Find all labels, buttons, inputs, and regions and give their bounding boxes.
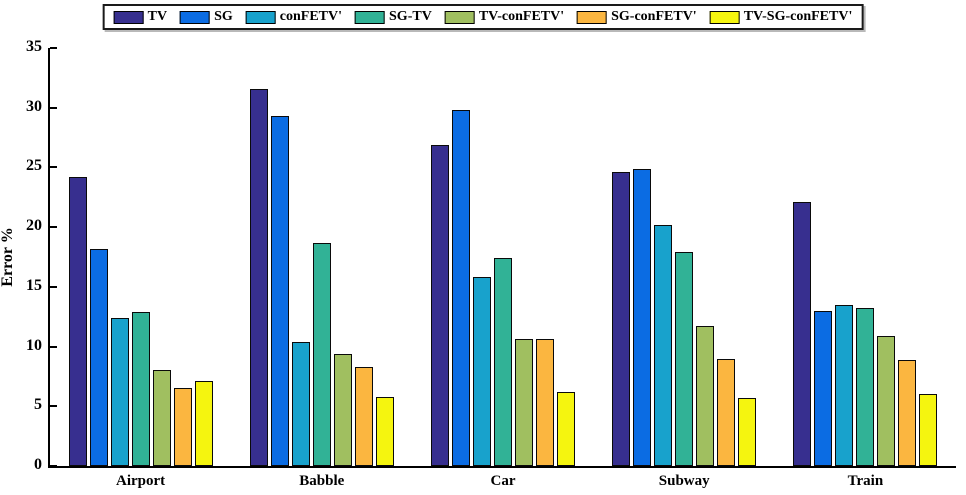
x-category-label: Train <box>847 473 884 489</box>
bar-airport-sg <box>89 248 108 466</box>
bar-car-sg-confetv' <box>536 339 554 466</box>
legend-item: SG-TV <box>355 10 432 24</box>
bar-car-sg <box>452 110 470 466</box>
bar-airport-tv-confetv' <box>152 370 171 466</box>
legend-label: SG <box>214 9 233 24</box>
legend-swatch <box>444 10 475 24</box>
bar-babble-confetv' <box>291 341 310 466</box>
y-tick-mark <box>50 285 57 288</box>
x-category-label: Airport <box>116 473 166 489</box>
y-tick-mark <box>50 106 57 109</box>
bar-subway-tv <box>612 172 631 466</box>
legend-swatch <box>355 10 386 24</box>
bar-group-babble <box>249 48 394 466</box>
bar-babble-sg <box>270 116 289 466</box>
bar-car-confetv' <box>473 277 491 466</box>
legend-swatch <box>245 10 276 24</box>
chart-legend: TV SG conFETV' SG-TV TV-conFETV' SG-conFETV' T… <box>102 4 864 30</box>
y-tick-mark <box>50 465 57 467</box>
bar-group-train <box>793 48 938 466</box>
bar-airport-sg-confetv' <box>173 388 192 466</box>
legend-swatch <box>180 10 211 24</box>
bar-car-tv <box>431 144 449 466</box>
bar-train-sg-confetv' <box>898 359 917 466</box>
y-tick-mark <box>50 345 57 348</box>
y-tick-mark <box>50 405 57 408</box>
legend-item: SG <box>180 10 233 24</box>
x-category-label: Subway <box>658 473 710 489</box>
legend-label: TV-conFETV' <box>478 9 565 24</box>
legend-label: SG-conFETV' <box>611 9 697 24</box>
bar-car-tv-sg-confetv' <box>557 391 575 466</box>
legend-item: SG-conFETV' <box>577 10 697 24</box>
legend-label: TV-SG-conFETV' <box>743 9 853 24</box>
y-tick-label: 25 <box>26 157 42 175</box>
legend-label: TV <box>147 9 168 24</box>
bar-train-tv <box>793 202 812 466</box>
y-tick-label: 5 <box>34 396 42 414</box>
bar-airport-tv <box>68 176 87 466</box>
bar-car-tv-confetv' <box>515 339 533 466</box>
bar-subway-tv-confetv' <box>696 326 715 466</box>
bar-babble-sg-confetv' <box>354 366 373 466</box>
y-tick-label: 20 <box>26 217 42 235</box>
bar-babble-sg-tv <box>312 242 331 466</box>
bar-group-airport <box>68 48 213 466</box>
bar-train-sg-tv <box>856 308 875 466</box>
legend-item: conFETV' <box>245 9 343 24</box>
y-tick-mark <box>50 166 57 169</box>
legend-item: TV-conFETV' <box>444 9 565 24</box>
y-tick-mark <box>50 47 57 49</box>
y-tick-label: 35 <box>26 38 42 55</box>
y-tick-label: 15 <box>26 276 42 294</box>
legend-item: TV-SG-conFETV' <box>709 9 853 24</box>
plot-area: Error % 0 5 10 15 20 25 30 35 Airport Babble Car Su… <box>0 39 956 489</box>
bar-subway-tv-sg-confetv' <box>738 397 757 466</box>
bar-train-tv-sg-confetv' <box>919 394 938 466</box>
bar-babble-tv-sg-confetv' <box>375 396 394 466</box>
legend-swatch <box>709 10 740 24</box>
bar-train-confetv' <box>835 304 854 466</box>
y-axis-label: Error % <box>0 227 16 287</box>
legend-label: conFETV' <box>279 9 343 24</box>
bar-group-car <box>431 48 575 466</box>
bar-babble-tv-confetv' <box>333 353 352 466</box>
x-category-label: Babble <box>299 473 345 489</box>
y-tick-mark <box>50 226 57 229</box>
y-tick-label: 0 <box>34 456 42 473</box>
x-category-label: Car <box>490 473 516 489</box>
y-tick-label: 30 <box>26 97 42 115</box>
bar-subway-sg-tv <box>675 252 694 466</box>
y-tick-label: 10 <box>26 336 42 354</box>
legend-label: SG-TV <box>389 9 432 24</box>
legend-swatch <box>113 10 144 24</box>
bar-train-sg <box>814 310 833 466</box>
bar-train-tv-confetv' <box>877 335 896 466</box>
bar-subway-sg-confetv' <box>717 358 736 466</box>
bar-airport-confetv' <box>110 317 129 466</box>
bar-airport-tv-sg-confetv' <box>194 381 213 466</box>
bar-subway-confetv' <box>654 224 673 466</box>
bar-babble-tv <box>249 88 268 466</box>
legend-swatch <box>577 10 608 24</box>
bar-subway-sg <box>633 168 652 466</box>
bar-airport-sg-tv <box>131 311 150 466</box>
bar-car-sg-tv <box>494 258 512 466</box>
bar-group-subway <box>612 48 757 466</box>
legend-item: TV <box>113 9 168 24</box>
